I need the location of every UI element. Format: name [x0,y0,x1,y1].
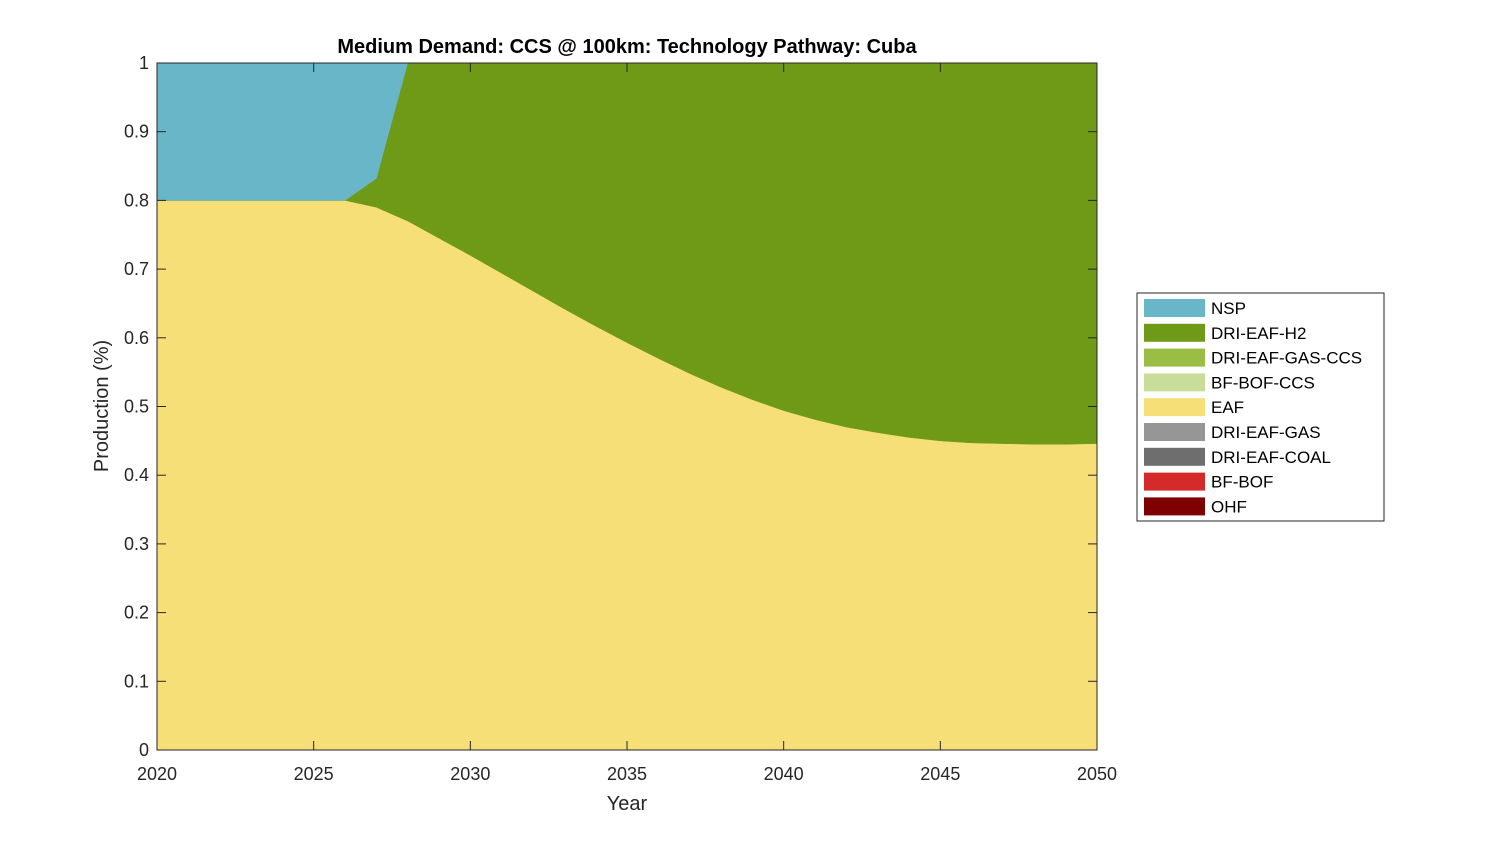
y-tick-label: 1 [139,53,149,73]
y-tick-label: 0.3 [124,534,149,554]
legend-label: DRI-EAF-GAS [1211,423,1321,442]
y-tick-label: 0.6 [124,328,149,348]
x-tick-label: 2025 [294,764,334,784]
legend-swatch [1144,323,1205,342]
legend-label: BF-BOF [1211,473,1273,492]
legend-label: BF-BOF-CCS [1211,373,1315,392]
legend-swatch [1144,299,1205,317]
legend-swatch [1144,472,1205,491]
legend-label: EAF [1211,398,1244,417]
x-tick-label: 2040 [764,764,804,784]
y-tick-label: 0.8 [124,190,149,210]
y-tick-label: 0.2 [124,603,149,623]
legend-swatch [1144,497,1205,516]
legend-label: DRI-EAF-H2 [1211,324,1306,343]
y-tick-label: 0 [139,740,149,760]
y-tick-label: 0.5 [124,397,149,417]
x-axis-label: Year [607,793,648,815]
x-tick-label: 2030 [450,764,490,784]
y-axis-label: Production (%) [91,340,113,472]
legend-label: DRI-EAF-COAL [1211,448,1331,467]
legend-swatch [1144,423,1205,441]
legend-label: NSP [1211,299,1246,318]
x-tick-label: 2050 [1077,764,1117,784]
area-series-group [156,62,1098,751]
y-tick-label: 0.7 [124,259,149,279]
x-tick-label: 2035 [607,764,647,784]
y-tick-label: 0.9 [124,122,149,142]
y-tick-label: 0.4 [124,465,149,485]
legend-label: OHF [1211,497,1247,516]
chart-title: Medium Demand: CCS @ 100km: Technology P… [337,36,917,58]
legend-swatch [1144,447,1205,466]
axis-ticks: 2020 2025 2030 2035 2040 2045 2050 0 0.1 0.2 0.3 0.… [124,53,1117,784]
legend-swatch [1144,348,1205,367]
legend-label: DRI-EAF-GAS-CCS [1211,349,1362,368]
y-tick-label: 0.1 [124,671,149,691]
legend: NSP DRI-EAF-H2 DRI-EAF-GAS-CCS BF-BOF-CCS EA… [1136,292,1385,522]
x-tick-label: 2020 [137,764,177,784]
legend-swatch [1144,398,1205,417]
legend-swatch [1144,373,1205,392]
x-tick-label: 2045 [920,764,960,784]
